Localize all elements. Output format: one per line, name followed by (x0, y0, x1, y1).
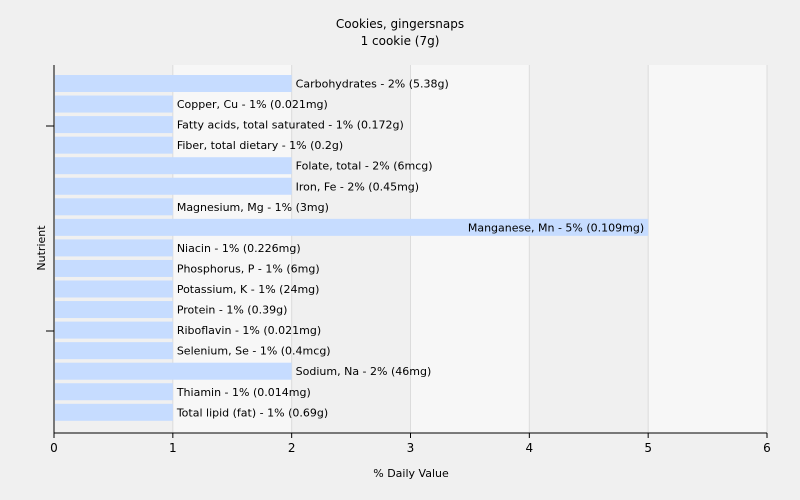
bar-label: Sodium, Na - 2% (46mg) (296, 365, 432, 378)
bar (55, 280, 173, 298)
bar-label: Carbohydrates - 2% (5.38g) (296, 78, 449, 91)
bar (55, 218, 649, 236)
bars: Carbohydrates - 2% (5.38g) Copper, Cu - 1… (55, 75, 649, 421)
bar (55, 301, 173, 319)
y-axis-label: Nutrient (35, 225, 48, 271)
bar (55, 321, 173, 339)
bar (55, 198, 173, 216)
bar-label: Protein - 1% (0.39g) (177, 304, 288, 317)
bar-label: Phosphorus, P - 1% (6mg) (177, 262, 320, 275)
chart-subtitle: 1 cookie (7g) (361, 34, 440, 48)
bar-label: Selenium, Se - 1% (0.4mcg) (177, 345, 331, 358)
bar-label: Magnesium, Mg - 1% (3mg) (177, 201, 329, 214)
x-tick-label: 1 (169, 441, 177, 455)
x-tick-label: 6 (763, 441, 771, 455)
bar-label: Total lipid (fat) - 1% (0.69g) (176, 406, 328, 419)
bar (55, 342, 173, 360)
grid-band (648, 65, 767, 433)
x-axis-label: % Daily Value (373, 467, 449, 480)
bar-label: Niacin - 1% (0.226mg) (177, 242, 301, 255)
bar (55, 136, 173, 154)
bar-label: Iron, Fe - 2% (0.45mg) (296, 180, 419, 193)
chart-title: Cookies, gingersnaps (336, 17, 464, 31)
bar-label: Copper, Cu - 1% (0.021mg) (177, 98, 328, 111)
bar (55, 116, 173, 134)
bar (55, 362, 292, 380)
bar (55, 239, 173, 257)
bar-label: Riboflavin - 1% (0.021mg) (177, 324, 321, 337)
x-tick-label: 0 (50, 441, 58, 455)
bar (55, 383, 173, 401)
bar (55, 75, 292, 92)
bar-label: Folate, total - 2% (6mcg) (296, 160, 433, 173)
bar (55, 157, 292, 175)
axes: 0 1 2 3 4 5 6 (46, 65, 771, 455)
bar-label: Thiamin - 1% (0.014mg) (176, 386, 311, 399)
bar (55, 95, 173, 113)
bar (55, 403, 173, 421)
x-tick-label: 2 (288, 441, 296, 455)
bar (55, 177, 292, 195)
grid-band (410, 65, 530, 433)
bar (55, 259, 173, 277)
x-tick-label: 5 (644, 441, 652, 455)
x-tick-label: 3 (407, 441, 415, 455)
bar-label: Fatty acids, total saturated - 1% (0.172… (177, 119, 404, 132)
bar-label: Manganese, Mn - 5% (0.109mg) (468, 221, 644, 234)
bar-label: Potassium, K - 1% (24mg) (177, 283, 320, 296)
x-tick-label: 4 (526, 441, 534, 455)
bar-label: Fiber, total dietary - 1% (0.2g) (177, 139, 343, 152)
